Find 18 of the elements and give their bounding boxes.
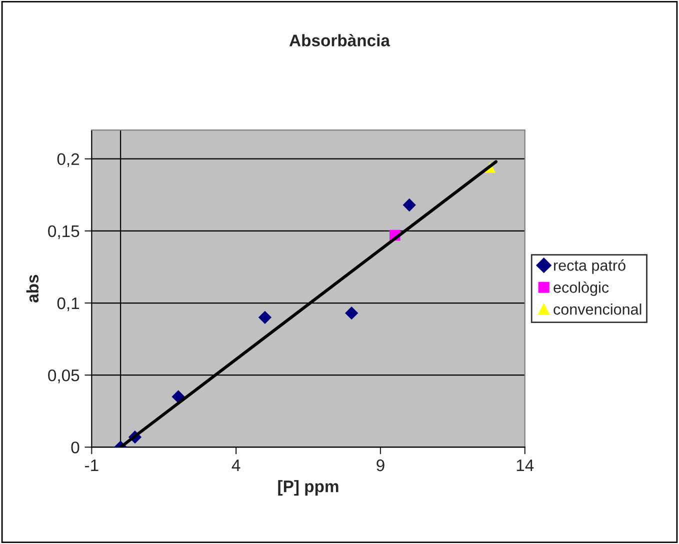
legend-label: ecològic [554,281,609,296]
legend-label: convencional [554,304,642,315]
y-tick-label: 0 [71,442,80,454]
x-tick-label: 4 [232,460,240,472]
chart-title: Absorbància [289,34,390,46]
y-tick-label: 0,2 [57,153,80,168]
y-axis-title: abs [26,274,39,302]
x-tick-label: 14 [516,460,534,472]
point [258,310,272,324]
point [402,198,416,212]
x-tick-label: 9 [376,459,384,472]
x-tick-label: -1 [84,460,98,472]
y-tick-label: 0,15 [48,225,80,240]
point [345,306,358,320]
y-tick-label: 0,1 [57,297,80,312]
y-tick-label: 0,05 [48,369,80,384]
x-axis-title: [P] ppm [278,480,338,496]
legend-label: recta patró [554,259,626,274]
